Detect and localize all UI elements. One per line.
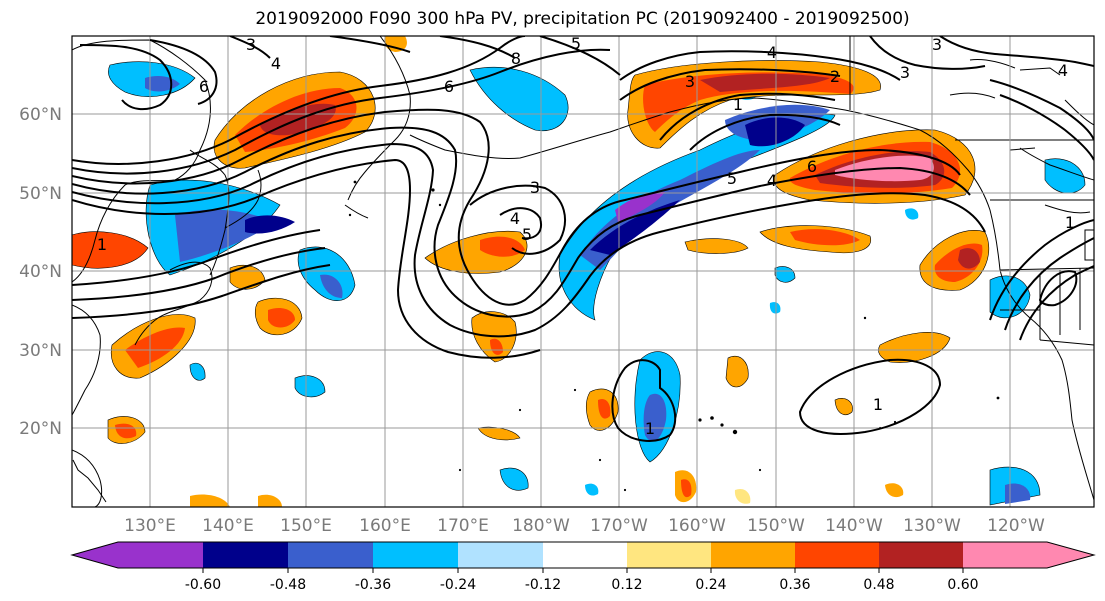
contour-label: 6 xyxy=(444,77,454,96)
colorbar-tick-label: -0.48 xyxy=(270,577,306,593)
contour-label: 1 xyxy=(873,395,883,414)
lat-label: 60°N xyxy=(19,105,62,125)
lon-label: 140°W xyxy=(825,516,883,536)
contour-label: 3 xyxy=(685,72,695,91)
lon-label: 120°W xyxy=(987,516,1045,536)
colorbar-swatch xyxy=(72,542,118,568)
colorbar-tick-label: 0.12 xyxy=(611,577,642,593)
contour-label: 1 xyxy=(97,235,107,254)
contour-label: 4 xyxy=(767,43,777,62)
map-frame xyxy=(71,35,1095,508)
colorbar-tick-labels: -0.60 -0.48 -0.36 -0.24 -0.12 0.12 0.24 … xyxy=(185,577,979,593)
latitude-labels: 60°N 50°N 40°N 30°N 20°N xyxy=(19,105,62,439)
colorbar-swatch xyxy=(711,542,795,568)
contour-label: 2 xyxy=(830,67,840,86)
contour-label: 1 xyxy=(1065,213,1075,232)
colorbar-tick-label: 0.60 xyxy=(947,577,978,593)
contour-label: 4 xyxy=(510,209,520,228)
contour-label: 4 xyxy=(271,54,281,73)
colorbar-swatch xyxy=(118,542,203,568)
contour-label: 6 xyxy=(807,157,817,176)
colorbar-swatch xyxy=(203,542,288,568)
map-area: 3 4 6 8 5 6 3 3 4 2 3 1 6 5 4 1 3 5 4 4 … xyxy=(72,34,1094,507)
colorbar-tick-label: -0.12 xyxy=(525,577,561,593)
colorbar-swatch xyxy=(795,542,879,568)
colorbar-tick-label: 0.24 xyxy=(695,577,726,593)
colorbar-swatch xyxy=(373,542,458,568)
contour-label: 3 xyxy=(530,178,540,197)
colorbar-swatch xyxy=(627,542,711,568)
colorbar-outline xyxy=(70,541,1096,569)
lat-label: 50°N xyxy=(19,184,62,204)
colorbar-tick-label: -0.36 xyxy=(355,577,391,593)
colorbar-swatch xyxy=(458,542,543,568)
contour-label: 4 xyxy=(1058,61,1068,80)
lat-label: 40°N xyxy=(19,262,62,282)
island-markers xyxy=(348,180,1000,492)
lon-label: 170°W xyxy=(590,516,648,536)
colorbar-swatch xyxy=(288,542,373,568)
pv-contours xyxy=(72,36,1094,442)
graticule xyxy=(72,36,1094,507)
contour-label: 5 xyxy=(522,225,532,244)
lon-label: 150°W xyxy=(747,516,805,536)
lon-label: 160°W xyxy=(668,516,726,536)
contour-label: 3 xyxy=(246,35,256,54)
colorbar-swatches xyxy=(72,542,1094,568)
contour-label: 4 xyxy=(767,171,777,190)
negative-anomaly-shading xyxy=(108,61,1086,506)
contour-label: 6 xyxy=(199,77,209,96)
contour-label: 8 xyxy=(511,49,521,68)
contour-label: 5 xyxy=(727,169,737,188)
colorbar-tick-label: 0.48 xyxy=(863,577,894,593)
colorbar-swatch xyxy=(963,542,1047,568)
map-title: 2019092000 F090 300 hPa PV, precipitatio… xyxy=(255,9,910,29)
lat-label: 30°N xyxy=(19,341,62,361)
lat-label: 20°N xyxy=(19,419,62,439)
contour-label: 3 xyxy=(900,63,910,82)
colorbar-ticks xyxy=(202,568,964,573)
contour-label: 5 xyxy=(571,34,581,53)
lon-label: 150°E xyxy=(280,516,332,536)
colorbar-swatch xyxy=(543,542,627,568)
colorbar-tick-label: -0.60 xyxy=(185,577,221,593)
colorbar-tick-label: -0.24 xyxy=(440,577,476,593)
colorbar: -0.60 -0.48 -0.36 -0.24 -0.12 0.12 0.24 … xyxy=(70,541,1096,593)
longitude-labels: 130°E 140°E 150°E 160°E 170°E 180°W 170°… xyxy=(124,516,1045,536)
contour-labels: 3 4 6 8 5 6 3 3 4 2 3 1 6 5 4 1 3 5 4 4 … xyxy=(97,34,1075,438)
colorbar-tick-label: 0.36 xyxy=(779,577,810,593)
lon-label: 180°W xyxy=(512,516,570,536)
lon-label: 160°E xyxy=(359,516,411,536)
lon-label: 140°E xyxy=(202,516,254,536)
contour-label: 1 xyxy=(645,419,655,438)
lon-label: 170°E xyxy=(437,516,489,536)
colorbar-swatch xyxy=(879,542,963,568)
lon-label: 130°W xyxy=(903,516,961,536)
colorbar-swatch xyxy=(1047,542,1094,568)
contour-label: 3 xyxy=(932,35,942,54)
lon-label: 130°E xyxy=(124,516,176,536)
contour-label: 1 xyxy=(733,95,743,114)
